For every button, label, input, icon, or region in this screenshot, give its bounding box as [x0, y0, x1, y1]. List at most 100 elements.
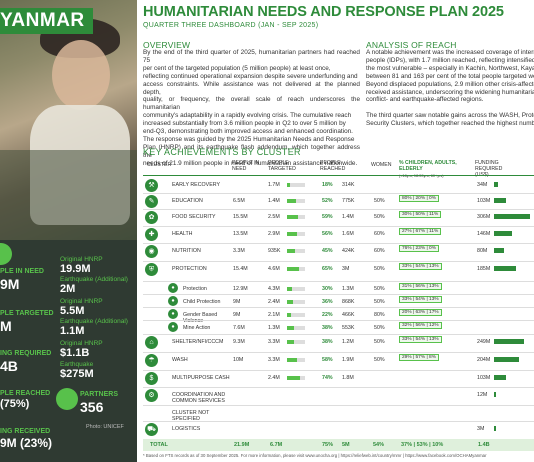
people-in-need: 12.9M — [233, 286, 248, 292]
funding-received-label: ING RECEIVED — [0, 428, 51, 435]
women-pct: 50% — [374, 214, 385, 220]
analysis-line: A notable achievement was the increased … — [366, 49, 534, 56]
people-reached: 1.2M — [342, 339, 354, 345]
funding-bar — [494, 357, 519, 362]
reach-bar-fill — [287, 300, 294, 304]
people-targeted: 2.1M — [268, 312, 280, 318]
orig-hnrp-value-2: 5.5M — [60, 305, 85, 317]
reach-bar — [287, 249, 305, 253]
reach-bar-fill — [287, 358, 298, 362]
sadd-breakdown: 29% | 57% | 8% — [399, 354, 439, 361]
reached-label: PLE REACHED — [0, 390, 51, 397]
total-women: 54% — [373, 442, 385, 448]
women-pct: 50% — [374, 286, 385, 292]
people-in-need: 13.5M — [233, 231, 248, 237]
cluster-icon: ☂ — [145, 354, 158, 367]
reached-pct: 74% — [322, 375, 333, 381]
cluster-icon: ⛟ — [145, 423, 158, 436]
photo-credit: Photo: UNICEF — [86, 424, 124, 430]
people-reached: 1.9M — [342, 357, 354, 363]
people-targeted: 4.6M — [268, 266, 280, 272]
orig-hnrp-value-3: $1.1B — [60, 347, 90, 359]
people-in-need: 3.3M — [233, 248, 245, 254]
women-pct: 60% — [374, 248, 385, 254]
cluster-name: Child Protection — [183, 299, 221, 305]
funding-bar — [494, 266, 516, 271]
total-reached-pct: 75% — [322, 442, 334, 448]
header-sadd: % CHILDREN, ADULTS, ELDERLY — [399, 160, 457, 172]
reached-pct: 59% — [322, 214, 333, 220]
people-targeted: 2.4M — [268, 299, 280, 305]
women-pct: 50% — [374, 266, 385, 272]
orig-hnrp-label-3: Original HNRP — [60, 340, 103, 347]
cluster-name: Protection — [183, 286, 207, 292]
in-need-value: 9M — [0, 276, 20, 292]
overview-line: The response was guided by the 2025 Huma… — [143, 135, 355, 143]
funding-required: 103M — [477, 375, 491, 381]
reach-bar — [287, 358, 305, 362]
reach-bar-fill — [287, 313, 291, 317]
reach-bar — [287, 232, 305, 236]
partners-value: 356 — [80, 399, 104, 415]
page-title: HUMANITARIAN NEEDS AND RESPONSE PLAN 202… — [143, 4, 504, 20]
earthquake-label-1: Earthquake (Additional) — [60, 276, 128, 283]
total-targeted: 6.7M — [270, 442, 283, 448]
people-targeted: 3.3M — [268, 339, 280, 345]
overview-line: By the end of the third quarter of 2025,… — [143, 49, 360, 64]
header-sadd-sub: (<18yrs, 18-59yrs, 60+yrs) — [399, 174, 444, 178]
overview-line: end-Q3, demonstrating both improved acce… — [143, 128, 353, 136]
row-divider — [143, 307, 534, 308]
reached-pct: 38% — [322, 339, 333, 345]
cluster-name: Mine Action — [183, 325, 211, 331]
orig-hnrp-value-1: 19.9M — [60, 263, 91, 275]
women-pct: 80% — [374, 312, 385, 318]
cluster-name: WASH — [172, 357, 188, 363]
row-divider — [143, 243, 534, 244]
cluster-icon: ✎ — [145, 195, 158, 208]
row-divider — [143, 320, 534, 321]
cluster-name: FOOD SECURITY — [172, 214, 216, 220]
people-reached: 314K — [342, 182, 355, 188]
reach-bar — [287, 326, 305, 330]
overview-line: increased substantially from 3.6 million… — [143, 120, 346, 128]
women-pct: 50% — [374, 198, 385, 204]
reach-bar-fill — [287, 215, 298, 219]
partners-icon — [56, 388, 78, 410]
row-divider — [143, 334, 534, 335]
analysis-heading: ANALYSIS OF REACH — [366, 40, 457, 50]
total-reached: 5M — [342, 442, 350, 448]
reach-bar-fill — [287, 199, 297, 203]
analysis-line — [366, 104, 534, 112]
row-divider — [143, 352, 534, 353]
row-divider — [143, 387, 534, 388]
people-targeted: 3.3M — [268, 357, 280, 363]
reached-pct: 52% — [322, 198, 333, 204]
reach-bar — [287, 183, 305, 187]
reach-bar — [287, 376, 305, 380]
row-divider — [143, 370, 534, 371]
funding-required: 3M — [477, 426, 485, 432]
cluster-name: HEALTH — [172, 231, 193, 237]
funding-bar — [494, 426, 496, 431]
total-row — [143, 439, 534, 451]
overview-line: community's adaptability in a rapidly ev… — [143, 112, 352, 120]
analysis-text: A notable achievement was the increased … — [366, 49, 534, 128]
cluster-icon: ● — [168, 309, 178, 319]
reached-pct: 65% — [322, 266, 333, 272]
funding-bar — [494, 198, 506, 203]
funding-received-value: 9M (23%) — [0, 436, 53, 450]
cluster-icon: ◉ — [145, 245, 158, 258]
earthquake-label-3: Earthquake — [60, 361, 94, 368]
funding-required-label: ING REQUIRED — [0, 350, 52, 357]
row-divider — [143, 226, 534, 227]
row-divider — [143, 405, 534, 406]
people-reached: 775K — [342, 198, 355, 204]
sadd-breakdown: 33% | 54% | 13% — [399, 336, 442, 343]
cluster-icon: ⌂ — [145, 336, 158, 349]
funding-required: 103M — [477, 198, 491, 204]
people-reached: 466K — [342, 312, 355, 318]
reached-pct: 18% — [322, 182, 333, 188]
people-reached: 1.3M — [342, 286, 354, 292]
people-targeted: 1.3M — [268, 325, 280, 331]
total-sadd: 37% | 53% | 10% — [401, 442, 444, 448]
